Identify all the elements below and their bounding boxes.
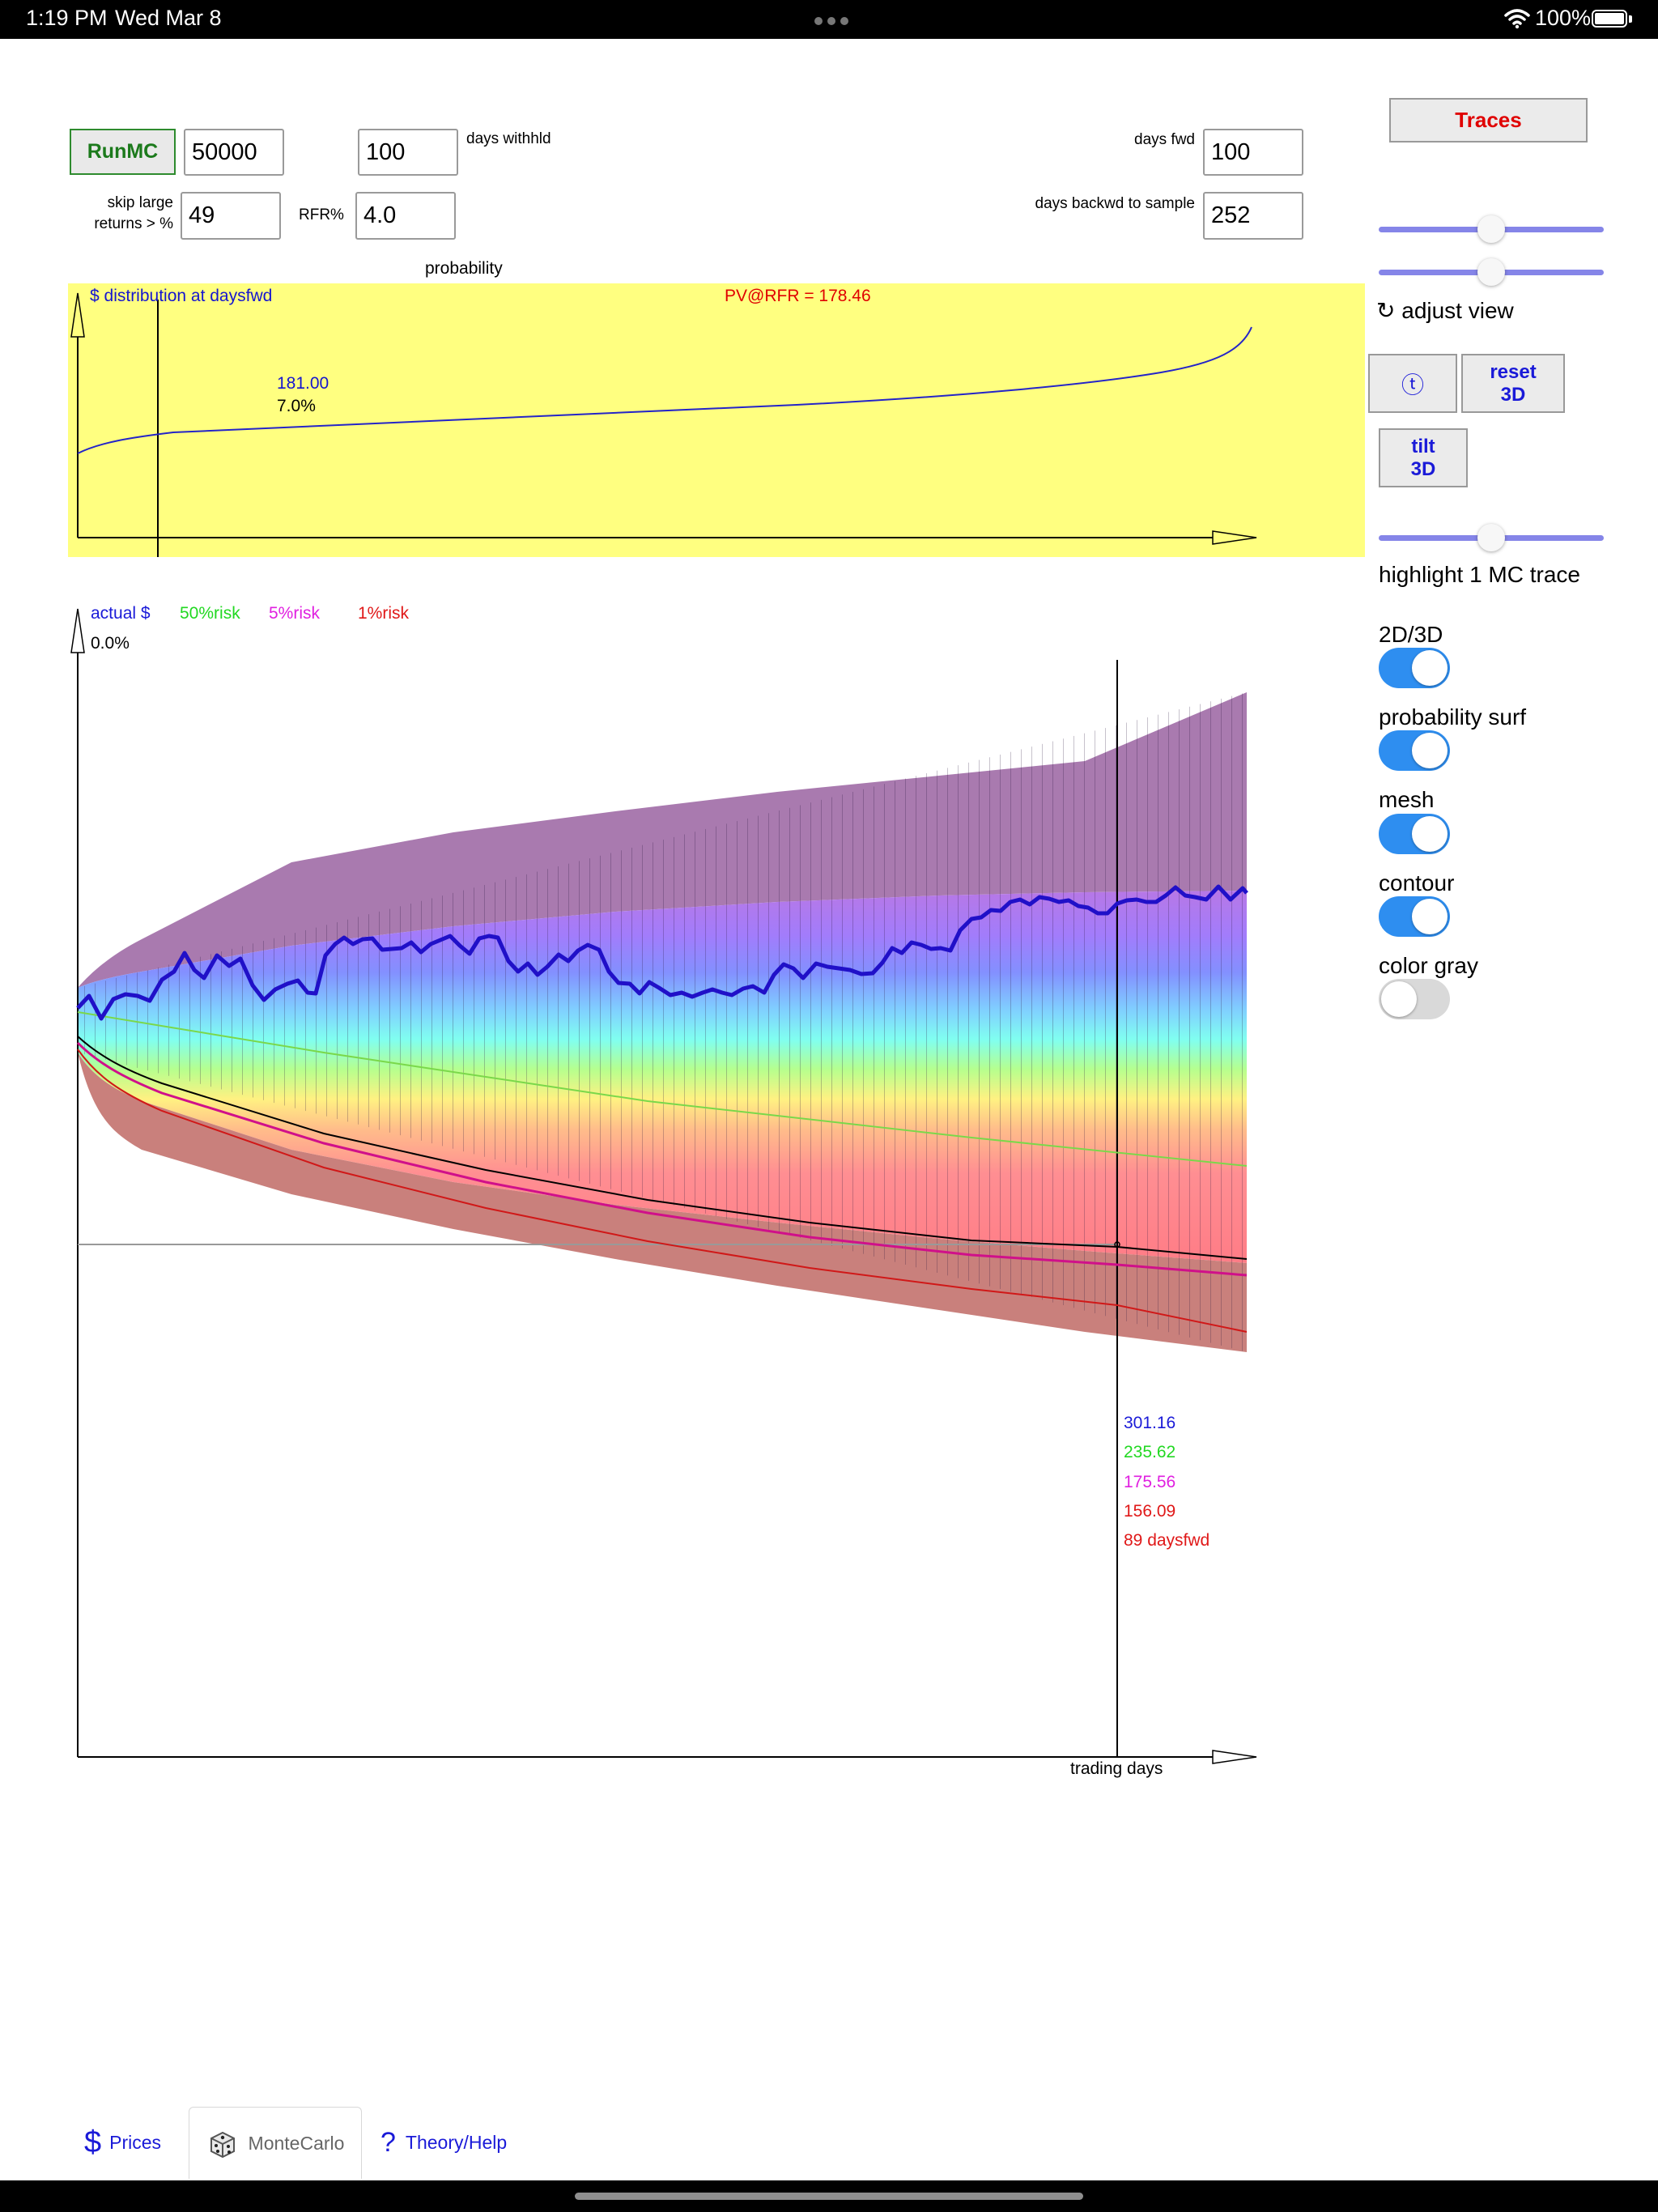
skip-label-line1: skip large — [107, 194, 173, 211]
days-fwd-input[interactable]: 100 — [1203, 129, 1303, 176]
probability-label: probability — [425, 259, 503, 278]
legend-risk50: 50%risk — [180, 604, 240, 623]
tab-prices-label: Prices — [109, 2131, 162, 2153]
readout-risk50: 235.62 — [1124, 1443, 1176, 1461]
readout-risk5: 175.56 — [1124, 1473, 1176, 1491]
tab-theory-help[interactable]: ? Theory/Help — [380, 2107, 507, 2178]
tilt-3d-line1: tilt — [1411, 435, 1435, 457]
status-time: 1:19 PM — [26, 6, 108, 30]
toggle-color-gray[interactable] — [1379, 979, 1450, 1019]
dollar-icon: $ — [84, 2125, 102, 2159]
slider-knob[interactable] — [1477, 215, 1505, 243]
risk1-line — [77, 1049, 1248, 1333]
reset-3d-line2: 3D — [1500, 383, 1526, 406]
adjust-view-label: ↻ adjust view — [1376, 298, 1514, 323]
toggle-label-contour: contour — [1379, 870, 1455, 895]
toggle-label-color-gray: color gray — [1379, 953, 1478, 978]
x-axis-label: trading days — [1070, 1759, 1163, 1778]
timer-button[interactable]: ⓣ — [1368, 354, 1457, 413]
rfr-label: RFR% — [299, 206, 344, 223]
home-indicator[interactable] — [575, 2193, 1083, 2200]
marker-value: 181.00 — [277, 374, 329, 393]
readout-actual: 301.16 — [1124, 1414, 1176, 1432]
toggle-mesh[interactable] — [1379, 814, 1450, 854]
main-y-axis-arrow-icon — [70, 608, 85, 653]
toggle-label-mesh: mesh — [1379, 787, 1435, 812]
risk5-line — [76, 1041, 1248, 1277]
y-axis-arrow-icon — [70, 292, 85, 338]
slider-knob[interactable] — [1477, 524, 1505, 551]
toggle-label-2d3d: 2D/3D — [1379, 622, 1443, 647]
slider-rotate-2[interactable] — [1379, 258, 1604, 286]
battery-percent: 100% — [1535, 6, 1592, 30]
battery-icon — [1592, 10, 1627, 28]
readout-days: 89 daysfwd — [1124, 1531, 1210, 1550]
question-icon: ? — [380, 2126, 396, 2158]
highlight-trace-label: highlight 1 MC trace — [1379, 562, 1581, 587]
multitasking-dots-icon[interactable] — [812, 15, 851, 29]
fan-lines — [70, 608, 1257, 1764]
distribution-plot — [70, 292, 1257, 557]
origin-percent: 0.0% — [91, 634, 130, 653]
status-bar: 1:19 PM Wed Mar 8 100% — [0, 0, 1658, 39]
slider-rotate-1[interactable] — [1379, 215, 1604, 243]
slider-knob[interactable] — [1477, 258, 1505, 286]
tab-theory-label: Theory/Help — [405, 2131, 508, 2153]
marker-percent: 7.0% — [277, 397, 316, 415]
median-line — [77, 1036, 1248, 1260]
reset-3d-line1: reset — [1490, 360, 1537, 383]
tab-prices[interactable]: $ Prices — [84, 2107, 161, 2178]
readout-risk1: 156.09 — [1124, 1502, 1176, 1521]
toggle-probability-surf[interactable] — [1379, 730, 1450, 771]
legend-risk5: 5%risk — [269, 604, 321, 623]
status-date: Wed Mar 8 — [115, 6, 222, 30]
risk50-line — [77, 1011, 1248, 1167]
tab-montecarlo-label: MonteCarlo — [248, 2132, 345, 2154]
toggle-2d3d[interactable] — [1379, 648, 1450, 688]
traces-button[interactable]: Traces — [1389, 98, 1588, 143]
wifi-icon — [1504, 9, 1530, 29]
days-withheld-input[interactable]: 100 — [358, 129, 458, 176]
tab-montecarlo[interactable]: MonteCarlo — [189, 2107, 362, 2179]
rfr-input[interactable]: 4.0 — [355, 192, 456, 240]
skip-returns-input[interactable]: 49 — [181, 192, 281, 240]
skip-label-line2: returns > % — [94, 215, 173, 232]
days-fwd-label: days fwd — [1134, 131, 1195, 148]
distribution-curve — [77, 326, 1252, 454]
dice-icon — [210, 2131, 235, 2159]
runs-input[interactable]: 50000 — [184, 129, 284, 176]
legend-risk1: 1%risk — [358, 604, 410, 623]
run-mc-button[interactable]: RunMC — [70, 129, 176, 175]
main-x-axis-arrow-icon — [1212, 1750, 1257, 1764]
fan-chart-clean — [0, 599, 1295, 1781]
actual-price-line — [76, 884, 1248, 1021]
pv-label: PV@RFR = 178.46 — [725, 287, 871, 305]
days-back-label: days backwd to sample — [1035, 195, 1196, 212]
slider-highlight-trace[interactable] — [1379, 524, 1604, 551]
distribution-chart: $ distribution at daysfwd PV@RFR = 178.4… — [68, 283, 1365, 557]
x-axis-arrow-icon — [1212, 530, 1257, 545]
toggle-label-probability-surf: probability surf — [1379, 704, 1527, 730]
reset-3d-button[interactable]: reset 3D — [1461, 354, 1565, 413]
toggle-contour[interactable] — [1379, 896, 1450, 937]
days-withheld-label: days withhld — [466, 130, 551, 147]
tilt-3d-line2: 3D — [1410, 457, 1436, 480]
days-back-input[interactable]: 252 — [1203, 192, 1303, 240]
tilt-3d-button[interactable]: tilt 3D — [1379, 428, 1468, 487]
legend-actual: actual $ — [91, 604, 151, 623]
distribution-title: $ distribution at daysfwd — [90, 287, 273, 305]
